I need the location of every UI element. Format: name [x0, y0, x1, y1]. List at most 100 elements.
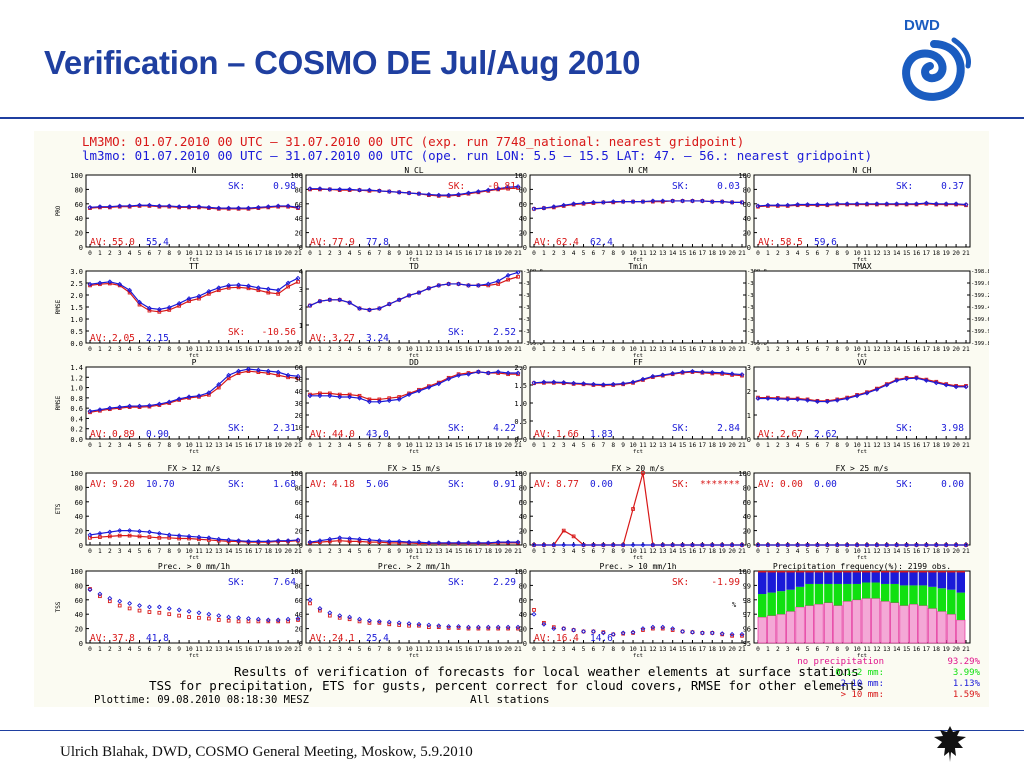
data-point — [640, 626, 646, 632]
y-tick-label: 1.0 — [514, 400, 527, 408]
y-tick-label: 0.5 — [514, 418, 527, 426]
chart-title: FX > 25 m/s — [836, 464, 889, 473]
bar-light-precipitation — [805, 583, 814, 606]
x-tick-label: 2 — [776, 646, 780, 653]
skill-score-label: SK: — [228, 479, 245, 490]
x-tick-label: 19 — [718, 346, 726, 353]
average-exp: 9.20 — [112, 479, 135, 490]
bar-moderate-precipitation — [814, 571, 824, 584]
data-point — [226, 205, 232, 211]
x-tick-label: 5 — [138, 250, 142, 257]
data-point — [416, 539, 422, 545]
x-tick-label: 21 — [962, 548, 970, 555]
y-tick-label: 2.0 — [70, 292, 83, 300]
y-tick-label: 2.0 — [514, 364, 527, 372]
skill-score-label: SK: — [448, 181, 465, 192]
x-tick-label: 7 — [825, 346, 829, 353]
x-tick-label: 4 — [572, 346, 576, 353]
x-tick-label: 17 — [699, 250, 707, 257]
data-point — [755, 203, 761, 209]
x-tick-label: 8 — [835, 548, 839, 555]
data-point — [436, 623, 442, 629]
x-tick-label: 19 — [494, 646, 502, 653]
bar-light-precipitation — [947, 589, 956, 615]
average-exp: 0.89 — [112, 429, 135, 440]
y-tick-label: 60 — [75, 499, 83, 507]
data-point — [505, 624, 511, 630]
data-point — [699, 542, 705, 548]
data-point — [386, 301, 392, 307]
chart-panel-11: FF0.00.51.01.52.00 1 2 3 4 5 6 7 8 9 10 11 12 13 14 15 1… — [514, 358, 747, 455]
x-tick-label: 16 — [689, 548, 697, 555]
x-tick-label: 4 — [572, 250, 576, 257]
skill-score-value: -1.99 — [711, 577, 740, 588]
data-point — [844, 542, 850, 548]
y-tick-label: 1.5 — [70, 304, 83, 312]
x-tick-label: 15 — [235, 646, 243, 653]
x-tick-label: 17 — [923, 250, 931, 257]
y-tick-label: 50 — [295, 376, 303, 384]
data-point — [246, 205, 251, 211]
y-tick-label: 2.5 — [70, 280, 83, 288]
data-point — [506, 626, 510, 631]
x-tick-label: 4 — [128, 250, 132, 257]
data-point — [307, 539, 313, 545]
data-point — [874, 201, 880, 207]
data-point — [176, 396, 182, 402]
skill-score-label: SK: — [228, 181, 245, 192]
data-point — [307, 597, 313, 603]
x-tick-label: 4 — [348, 346, 352, 353]
data-point — [641, 471, 645, 475]
data-point — [187, 299, 191, 303]
data-point — [814, 542, 820, 548]
data-point — [506, 277, 510, 282]
x-axis-label: fct — [633, 449, 643, 455]
data-point — [347, 300, 353, 306]
data-point — [117, 203, 123, 209]
data-point — [236, 368, 242, 374]
data-point — [541, 542, 547, 548]
y-tick-label: 20 — [75, 230, 83, 238]
x-tick-label: 16 — [245, 548, 253, 555]
data-point — [486, 626, 491, 631]
data-point — [730, 633, 734, 638]
data-point — [117, 603, 122, 608]
data-point — [255, 538, 261, 544]
bar-no-precipitation — [776, 613, 786, 644]
x-tick-label: 11 — [863, 548, 871, 555]
x-tick-label: 11 — [415, 442, 423, 449]
y-tick-label-right: -399.8 — [747, 341, 767, 347]
data-point — [337, 615, 342, 620]
x-tick-label: 16 — [913, 346, 921, 353]
data-point — [337, 535, 343, 541]
data-point — [146, 305, 152, 311]
data-point — [561, 528, 566, 533]
x-tick-label: 17 — [255, 346, 263, 353]
x-tick-label: 18 — [485, 548, 493, 555]
x-tick-label: 14 — [893, 250, 901, 257]
data-point — [307, 303, 313, 308]
data-point — [337, 613, 343, 619]
data-point — [357, 539, 362, 544]
bar-no-precipitation — [927, 608, 937, 644]
data-point — [426, 384, 432, 390]
y-tick-label: 60 — [295, 597, 303, 605]
x-tick-label: 16 — [465, 646, 473, 653]
data-point — [571, 201, 577, 207]
data-point — [266, 371, 271, 376]
data-point — [317, 538, 323, 544]
data-point — [505, 370, 511, 376]
bar-heavy-precipitation — [899, 571, 909, 573]
data-point — [719, 542, 725, 548]
y-tick-label: 0.0 — [514, 436, 527, 444]
x-tick-label: 5 — [806, 250, 810, 257]
x-tick-label: 8 — [387, 250, 391, 257]
average-label: AV: — [534, 237, 551, 248]
y-tick-label: 40 — [519, 611, 527, 619]
data-point — [739, 542, 745, 548]
data-point — [137, 608, 142, 613]
data-point — [795, 542, 801, 548]
skill-score-value: 3.98 — [941, 423, 964, 434]
data-point — [590, 542, 596, 548]
data-point — [795, 202, 801, 207]
